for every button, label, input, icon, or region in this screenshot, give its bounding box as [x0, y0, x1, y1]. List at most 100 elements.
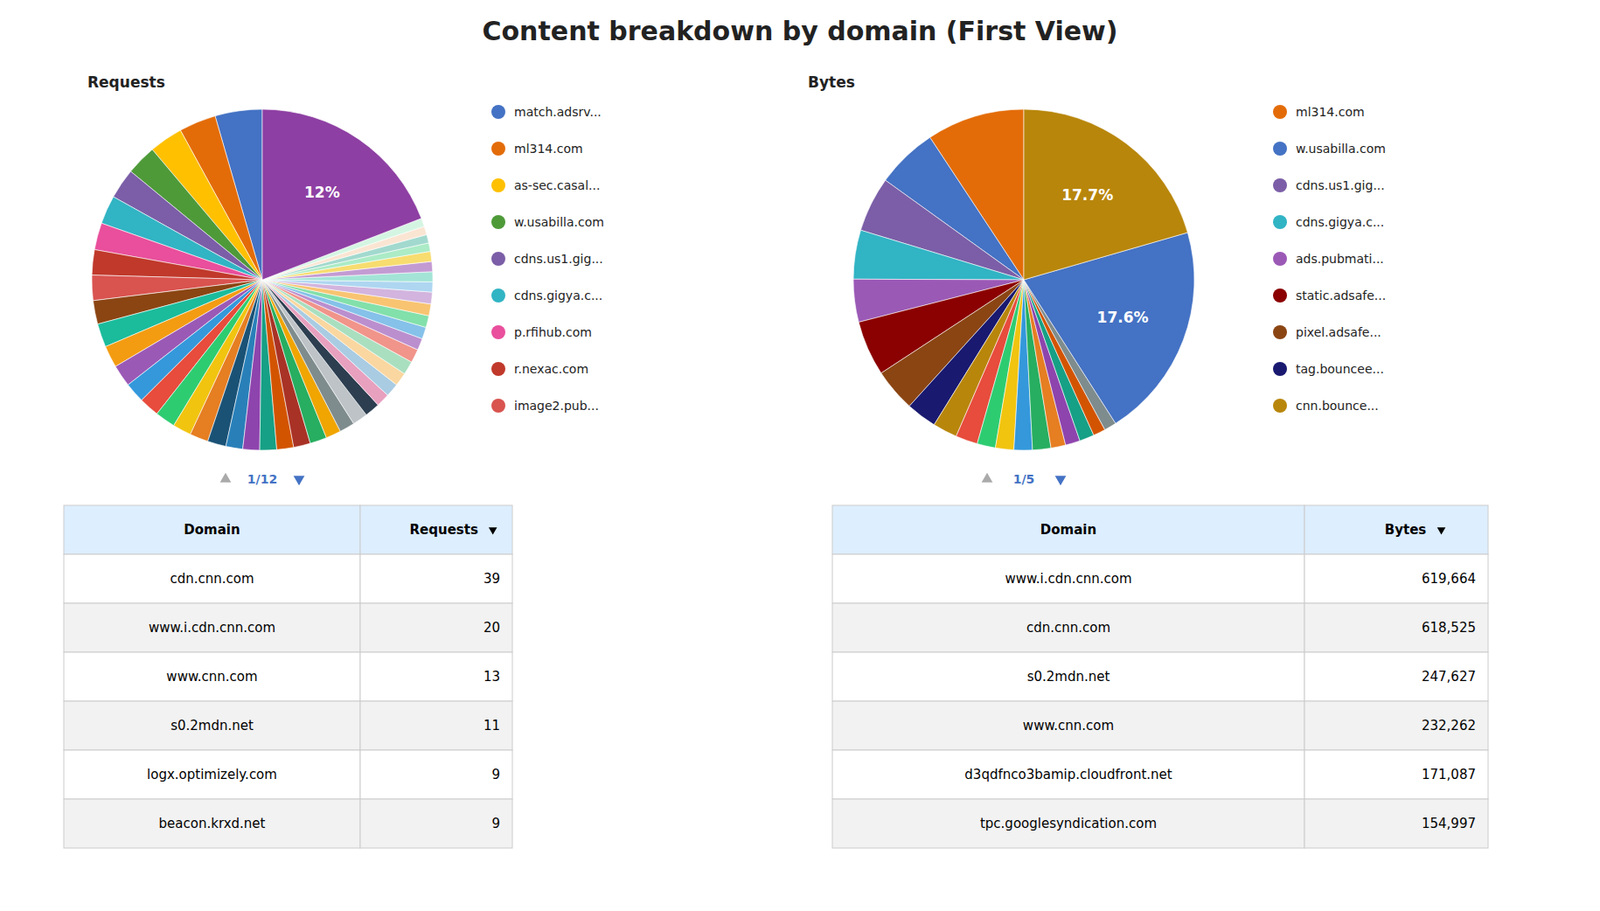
table-cell-text: www.cnn.com	[166, 668, 258, 685]
legend-swatch	[491, 104, 506, 119]
table-cell	[832, 701, 1305, 751]
table-cell	[832, 799, 1305, 849]
pie-slice	[262, 279, 432, 305]
table-cell	[360, 750, 513, 800]
page-indicator-label: 1/5	[1013, 472, 1036, 487]
table-cell	[360, 652, 513, 702]
table-cell	[1304, 652, 1489, 702]
table-cell	[832, 603, 1305, 653]
table-cell-text: s0.2mdn.net	[170, 717, 254, 734]
table-cell-text: www.i.cdn.cnn.com	[1004, 570, 1132, 587]
page-indicator-label: 1/12	[247, 472, 278, 487]
table-cell-text: 619,664	[1421, 570, 1476, 587]
legend-label: image2.pub...	[514, 398, 599, 413]
legend-swatch	[491, 398, 506, 413]
pie-slice	[243, 279, 263, 451]
chart-root: Content breakdown by domain (First View)…	[0, 0, 1600, 911]
legend: match.adsrv...ml314.comas-sec.casal...w.…	[491, 104, 605, 413]
page-indicator: 1/5	[981, 472, 1067, 487]
legend-label: r.nexac.com	[514, 361, 589, 376]
legend-swatch	[1273, 178, 1287, 193]
legend-label: cdns.gigya.c...	[1295, 215, 1385, 230]
table-cell	[832, 750, 1305, 800]
table-cell-text: 171,087	[1421, 766, 1476, 783]
table-cell-text: www.cnn.com	[1022, 717, 1114, 734]
chart-panel: Bytes17.6%17.7%ml314.comw.usabilla.comcd…	[807, 73, 1489, 849]
page-up-arrow	[981, 473, 994, 483]
legend-label: pixel.adsafe...	[1295, 325, 1382, 340]
legend-label: static.adsafe...	[1295, 288, 1386, 303]
table-cell	[832, 652, 1305, 702]
legend: ml314.comw.usabilla.comcdns.us1.gig...cd…	[1273, 104, 1386, 413]
legend-label: cdns.gigya.c...	[514, 288, 603, 303]
title: Content breakdown by domain (First View)	[481, 15, 1118, 47]
legend-label: match.adsrv...	[514, 104, 602, 119]
table-cell-text: s0.2mdn.net	[1027, 668, 1111, 685]
page-up-arrow	[220, 473, 232, 483]
table-cell-text: logx.optimizely.com	[146, 766, 278, 783]
legend-swatch	[1273, 325, 1287, 340]
table-cell-text: www.i.cdn.cnn.com	[148, 619, 276, 636]
table-cell	[63, 799, 361, 849]
chart-panel: Requests 12% match.adsrv...ml314.comas-sec…	[63, 73, 605, 849]
table-cell	[360, 603, 513, 653]
legend-swatch	[1273, 251, 1287, 266]
table-cell-text: 247,627	[1421, 668, 1476, 685]
pie-slice	[853, 229, 1024, 280]
legend-swatch	[491, 178, 506, 193]
data-label: 17.6%	[1097, 308, 1149, 327]
legend-label: cdns.us1.gig...	[1295, 178, 1385, 193]
sort-arrow	[1437, 527, 1447, 535]
table: DomainRequestscdn.cnn.com39www.i.cdn.cnn…	[63, 505, 513, 849]
table-cell	[360, 554, 513, 604]
table-cell-text: 39	[483, 570, 501, 587]
table-cell-text: 618,525	[1421, 619, 1476, 636]
table-cell-text: 13	[483, 668, 501, 685]
legend-swatch	[1273, 141, 1287, 156]
legend-label: cdns.us1.gig...	[514, 251, 604, 266]
legend-label: w.usabilla.com	[1295, 141, 1386, 156]
table-cell-text: beacon.krxd.net	[159, 815, 266, 832]
legend-swatch	[491, 325, 506, 340]
table-cell-text: 11	[483, 717, 501, 734]
legend-swatch	[1273, 104, 1287, 119]
table-cell	[63, 701, 361, 751]
data-label: 12%	[304, 183, 341, 202]
table-cell-text: cdn.cnn.com	[169, 570, 254, 587]
page-down-arrow	[293, 475, 306, 486]
table: DomainByteswww.i.cdn.cnn.com619,664cdn.c…	[832, 505, 1489, 849]
table-cell	[1304, 603, 1489, 653]
pie-slice	[91, 249, 263, 280]
pie-slice	[1023, 109, 1188, 280]
table-header-cell	[1304, 505, 1489, 555]
legend-swatch	[491, 141, 506, 156]
table-header: Domain	[183, 521, 240, 538]
legend-swatch	[491, 215, 506, 230]
pie: 12%	[91, 109, 433, 451]
table-cell	[1304, 554, 1489, 604]
table-cell-text: 232,262	[1421, 717, 1476, 734]
legend-swatch	[491, 251, 506, 266]
sort-arrow	[488, 527, 498, 535]
table-cell-text: d3qdfnco3bamip.cloudfront.net	[964, 766, 1172, 783]
table-cell-text: 9	[491, 815, 501, 832]
page-indicator: 1/12	[220, 472, 306, 487]
table-cell	[1304, 701, 1489, 751]
table-cell	[63, 554, 361, 604]
legend-swatch	[1273, 361, 1287, 376]
table-cell	[1304, 799, 1489, 849]
table-cell	[360, 799, 513, 849]
legend-label: tag.bouncee...	[1295, 361, 1385, 376]
table-header-cell	[832, 505, 1305, 555]
legend-label: as-sec.casal...	[514, 178, 600, 193]
legend-swatch	[1273, 288, 1287, 303]
table-cell-text: 9	[491, 766, 501, 783]
data-label: 17.7%	[1061, 186, 1114, 204]
legend-label: cnn.bounce...	[1295, 398, 1379, 413]
table-cell-text: cdn.cnn.com	[1026, 619, 1111, 636]
chart-title: Requests	[87, 73, 166, 91]
legend-swatch	[491, 288, 506, 303]
table-header: Domain	[1040, 521, 1097, 538]
table-cell	[63, 750, 361, 800]
table-header-cell	[63, 505, 361, 555]
